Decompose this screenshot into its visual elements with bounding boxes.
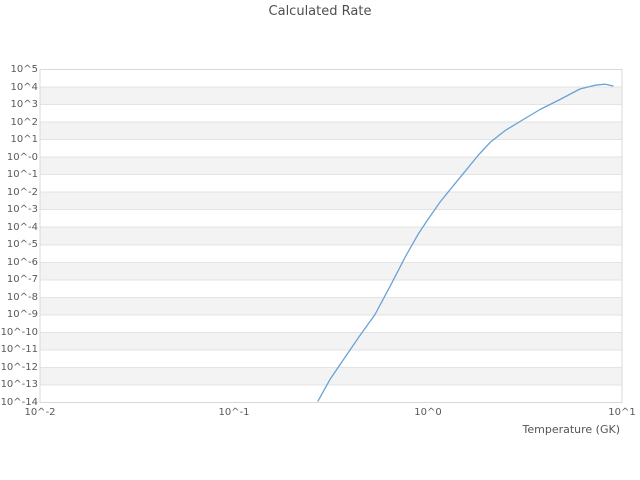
y-tick-label: 10^-6 (6, 256, 38, 268)
y-tick-label: 10^-5 (6, 239, 38, 251)
y-tick-label: 10^2 (10, 116, 38, 128)
y-tick-label: 10^1 (10, 134, 38, 146)
y-tick-label: 10^-1 (6, 169, 38, 181)
decade-band (40, 157, 622, 175)
y-tick-label: 10^-3 (6, 204, 38, 216)
y-tick-label: 10^-13 (0, 379, 38, 391)
x-tick-label: 10^-2 (24, 407, 56, 418)
decade-band (40, 192, 622, 210)
decade-band (40, 87, 622, 105)
y-tick-label: 10^-8 (6, 291, 38, 303)
x-tick-label: 10^-1 (218, 407, 250, 418)
y-tick-label: 10^-0 (6, 151, 38, 163)
decade-band (40, 332, 622, 350)
y-tick-label: 10^3 (10, 99, 38, 111)
y-tick-label: 10^-7 (6, 274, 38, 286)
rate-curve (317, 83, 614, 402)
y-tick-label: 10^-11 (0, 344, 38, 356)
y-tick-label: 10^-4 (6, 221, 38, 233)
chart-title: Calculated Rate (268, 4, 372, 19)
decade-band (40, 122, 622, 140)
y-tick-label: 10^5 (10, 64, 38, 75)
y-tick-label: 10^-14 (0, 397, 38, 408)
y-tick-label: 10^-2 (6, 186, 38, 198)
y-tick-label: 10^4 (10, 81, 38, 93)
decade-band (40, 367, 622, 385)
decade-band (40, 297, 622, 315)
plot-frame (39, 69, 623, 403)
x-tick-label: 10^0 (414, 407, 442, 418)
y-tick-label: 10^-9 (6, 309, 38, 321)
x-axis-title: Temperature (GK) (522, 423, 621, 436)
y-tick-label: 10^-10 (0, 326, 38, 338)
y-tick-label: 10^-12 (0, 361, 38, 373)
decade-band (40, 262, 622, 280)
decade-band (40, 227, 622, 245)
x-tick-label: 10^1 (608, 407, 636, 418)
